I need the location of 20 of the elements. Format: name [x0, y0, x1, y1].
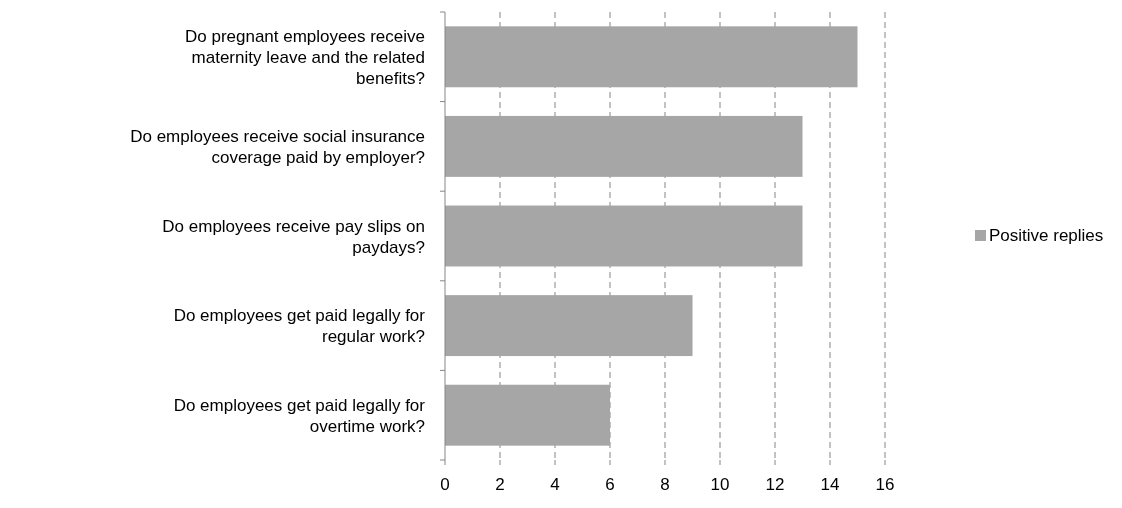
x-tick-label: 14 — [820, 475, 840, 494]
x-tick-label: 12 — [765, 475, 785, 494]
x-tick-label: 6 — [605, 475, 615, 494]
x-tick-label: 0 — [440, 475, 450, 494]
bar — [445, 115, 803, 177]
y-tick-label: Do employees receive pay slips on paydays? — [162, 216, 425, 257]
x-tick-label: 8 — [660, 475, 670, 494]
x-tick-label: 10 — [710, 475, 730, 494]
y-tick-label: Do employees receive social insurance coverage paid by employer? — [130, 126, 425, 167]
bar — [445, 295, 693, 357]
bar — [445, 26, 858, 88]
y-tick-label: Do employees get paid legally for overtime work? — [173, 395, 426, 436]
y-tick-label: Do pregnant employees receive maternity leave and the related benefits? — [184, 26, 425, 88]
x-tick-label: 16 — [875, 475, 895, 494]
legend-label: Positive replies — [989, 226, 1104, 245]
x-tick-label: 2 — [495, 475, 505, 494]
bar — [445, 205, 803, 267]
x-tick-label: 4 — [550, 475, 560, 494]
bar — [445, 384, 610, 446]
y-tick-label: Do employees get paid legally for regular work? — [173, 306, 426, 347]
